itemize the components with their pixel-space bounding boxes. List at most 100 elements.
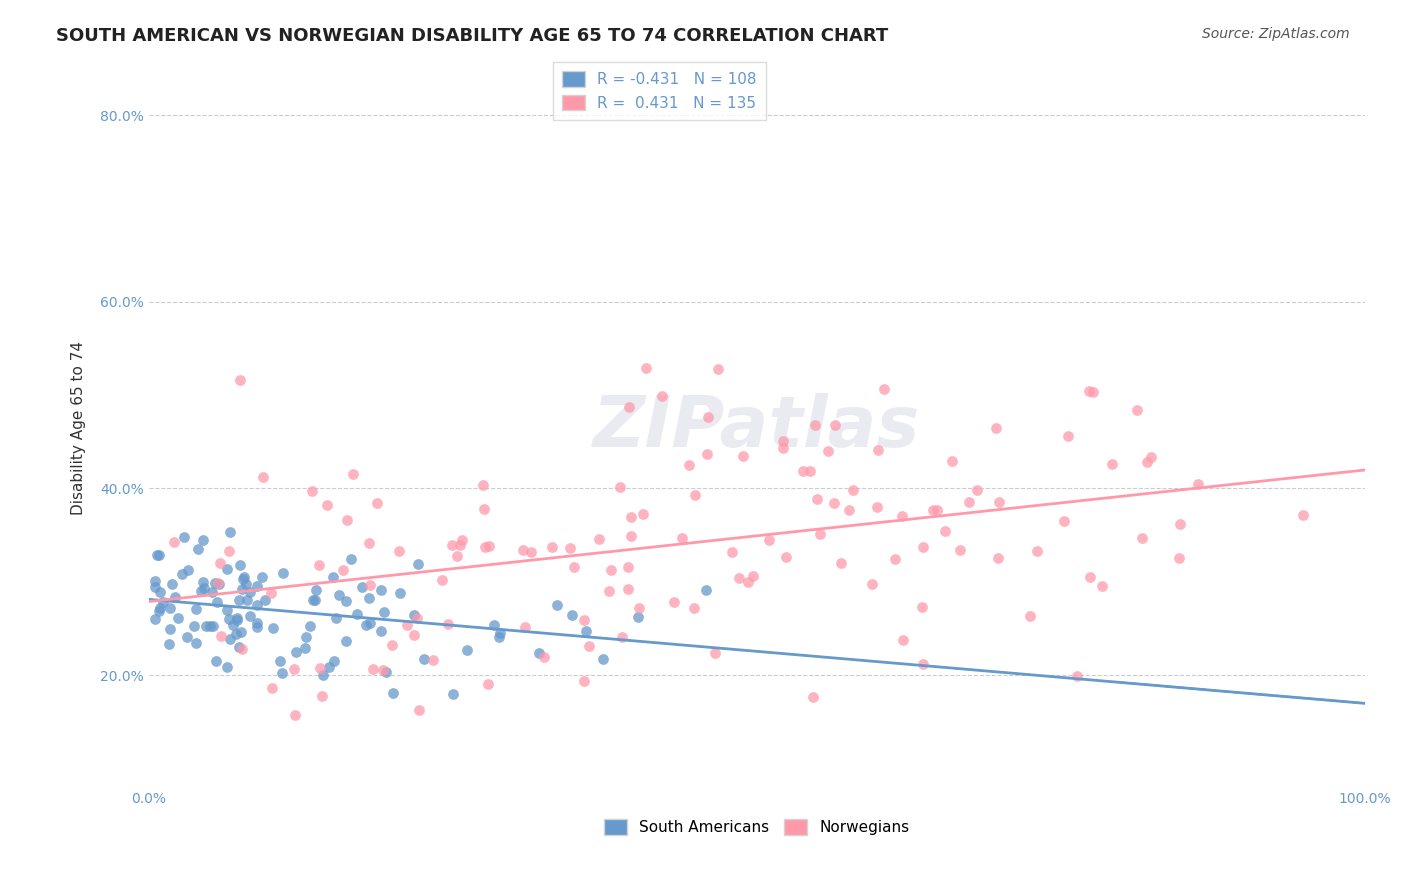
Point — [389, 586, 412, 600]
Point — [262, 621, 284, 635]
Point — [316, 498, 339, 512]
Point — [262, 681, 284, 695]
Point — [382, 686, 405, 700]
Point — [731, 449, 754, 463]
Point — [721, 545, 744, 559]
Point — [986, 421, 1008, 435]
Point — [612, 630, 634, 644]
Point — [271, 666, 294, 681]
Point — [143, 580, 166, 594]
Point — [634, 361, 657, 376]
Point — [446, 549, 468, 563]
Point — [598, 583, 620, 598]
Point — [792, 464, 814, 478]
Point — [564, 560, 586, 574]
Point — [301, 592, 323, 607]
Point — [371, 663, 394, 677]
Point — [165, 590, 187, 604]
Point — [361, 662, 384, 676]
Point — [484, 618, 506, 632]
Point — [167, 611, 190, 625]
Point — [294, 641, 316, 656]
Point — [671, 531, 693, 545]
Point — [236, 592, 259, 607]
Point — [229, 373, 252, 387]
Point — [228, 640, 250, 655]
Point — [1292, 508, 1315, 522]
Point — [269, 654, 291, 668]
Point — [340, 552, 363, 566]
Point — [159, 623, 181, 637]
Point — [370, 624, 392, 638]
Point — [842, 483, 865, 498]
Point — [987, 550, 1010, 565]
Text: Source: ZipAtlas.com: Source: ZipAtlas.com — [1202, 27, 1350, 41]
Point — [299, 618, 322, 632]
Point — [804, 418, 827, 433]
Point — [148, 549, 170, 563]
Point — [561, 608, 583, 623]
Point — [1091, 579, 1114, 593]
Point — [232, 570, 254, 584]
Point — [328, 588, 350, 602]
Point — [662, 595, 685, 609]
Point — [284, 645, 307, 659]
Point — [209, 629, 232, 643]
Point — [231, 641, 253, 656]
Point — [143, 574, 166, 589]
Point — [578, 639, 600, 653]
Point — [912, 657, 935, 671]
Point — [246, 620, 269, 634]
Point — [695, 583, 717, 598]
Point — [488, 631, 510, 645]
Point — [683, 601, 706, 615]
Point — [934, 524, 956, 538]
Point — [860, 577, 883, 591]
Point — [381, 638, 404, 652]
Point — [208, 556, 231, 570]
Point — [865, 500, 887, 515]
Point — [148, 604, 170, 618]
Point — [922, 503, 945, 517]
Point — [988, 495, 1011, 509]
Point — [707, 362, 730, 376]
Point — [308, 558, 330, 573]
Point — [406, 611, 429, 625]
Point — [252, 470, 274, 484]
Y-axis label: Disability Age 65 to 74: Disability Age 65 to 74 — [72, 341, 86, 515]
Point — [215, 562, 238, 576]
Point — [471, 477, 494, 491]
Point — [172, 566, 194, 581]
Point — [440, 538, 463, 552]
Point — [683, 488, 706, 502]
Point — [304, 593, 326, 607]
Point — [246, 579, 269, 593]
Point — [513, 620, 536, 634]
Point — [229, 624, 252, 639]
Point — [436, 617, 458, 632]
Point — [191, 574, 214, 589]
Point — [375, 665, 398, 679]
Point — [228, 558, 250, 573]
Point — [200, 619, 222, 633]
Point — [450, 533, 472, 548]
Point — [357, 591, 380, 605]
Point — [322, 570, 344, 584]
Point — [884, 552, 907, 566]
Point — [342, 467, 364, 481]
Point — [219, 524, 242, 539]
Point — [187, 542, 209, 557]
Point — [318, 660, 340, 674]
Point — [866, 443, 889, 458]
Point — [176, 630, 198, 644]
Point — [404, 607, 426, 622]
Point — [1132, 531, 1154, 545]
Point — [311, 690, 333, 704]
Point — [311, 667, 333, 681]
Point — [323, 654, 346, 668]
Point — [949, 543, 972, 558]
Point — [449, 538, 471, 552]
Point — [619, 529, 641, 543]
Point — [235, 577, 257, 591]
Point — [627, 609, 650, 624]
